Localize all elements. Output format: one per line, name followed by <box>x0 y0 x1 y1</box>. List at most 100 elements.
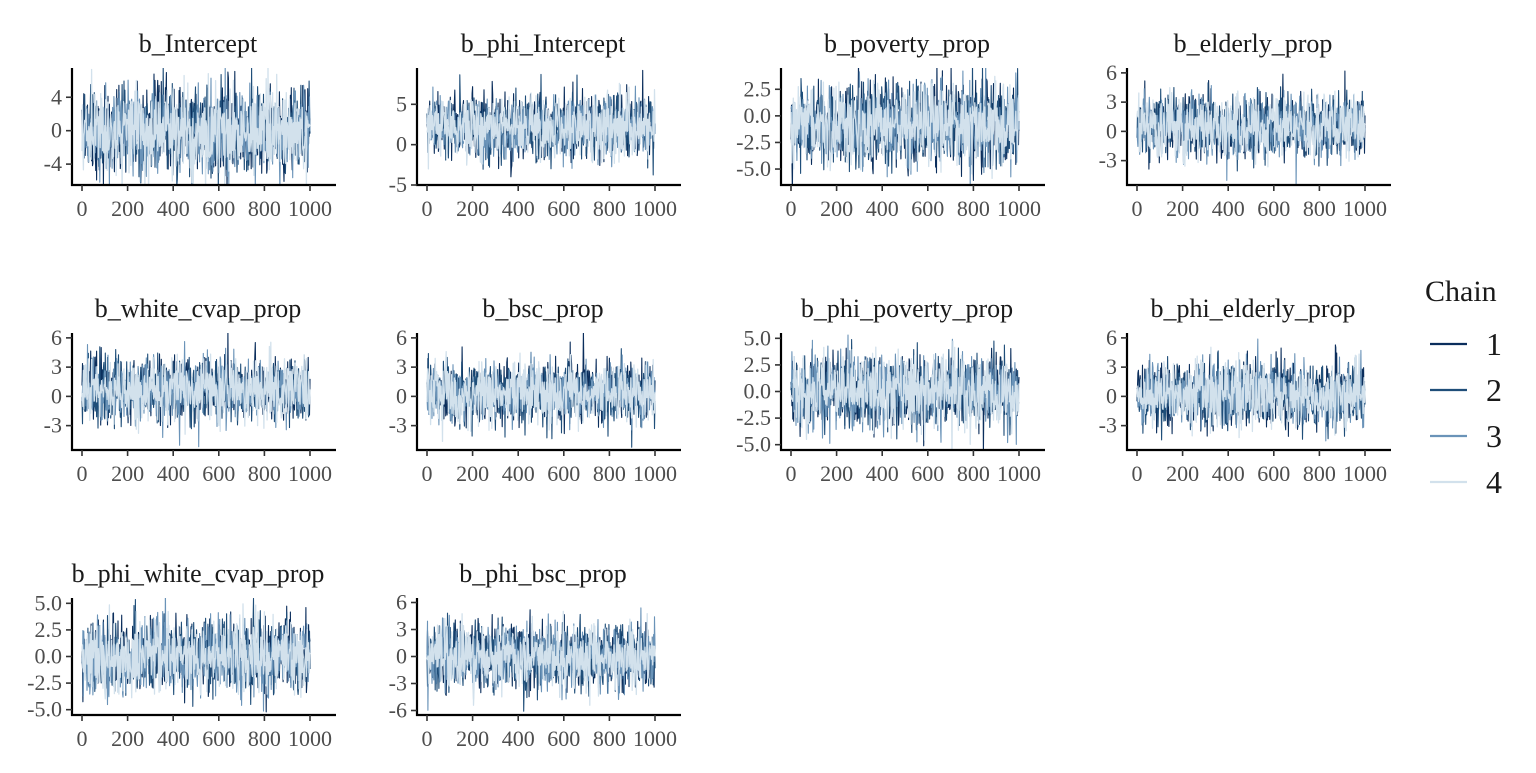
x-tick-label: 400 <box>502 196 535 221</box>
x-tick-label: 800 <box>248 726 281 751</box>
x-tick-label: 1000 <box>997 196 1041 221</box>
trace-panel-b-phi-white-cvap-prop: -5.0-2.50.02.55.0 0 200 400 600 800 1000 b_phi_… <box>27 559 336 751</box>
x-tick-label: 800 <box>1303 196 1336 221</box>
x-tick-label: 0 <box>77 726 88 751</box>
x-tick-label: 400 <box>502 726 535 751</box>
trace-panel-b-phi-elderly-prop: -3 0 3 6 0 200 400 600 800 1000 b_phi_elderly_prop <box>1099 294 1391 486</box>
x-tick-label: 0 <box>786 196 797 221</box>
y-tick-label: 0 <box>51 383 62 408</box>
x-tick-label: 400 <box>866 196 899 221</box>
y-tick-label: 0 <box>396 383 407 408</box>
y-tick-label: -3 <box>1099 413 1117 438</box>
x-tick-label: 600 <box>911 196 944 221</box>
y-tick-label: 0 <box>51 118 62 143</box>
panel-title: b_phi_bsc_prop <box>459 559 627 588</box>
trace-lines <box>426 69 656 178</box>
x-tick-label: 200 <box>456 726 489 751</box>
panel-title: b_Intercept <box>139 29 258 58</box>
trace-lines <box>426 607 656 712</box>
y-tick-label: 2.5 <box>35 617 63 642</box>
x-tick-label: 0 <box>77 196 88 221</box>
x-tick-label: 200 <box>111 196 144 221</box>
y-tick-label: 0.0 <box>744 379 772 404</box>
legend-label-chain-4: 4 <box>1486 464 1502 500</box>
trace-chain-4 <box>81 341 311 435</box>
x-tick-label: 800 <box>248 461 281 486</box>
x-tick-label: 400 <box>157 726 190 751</box>
y-tick-label: -5.0 <box>736 432 771 457</box>
panel-title: b_phi_white_cvap_prop <box>72 559 325 588</box>
trace-chain-4 <box>81 603 311 700</box>
trace-lines <box>790 68 1020 185</box>
trace-lines <box>790 334 1020 450</box>
x-tick-label: 0 <box>422 726 433 751</box>
x-tick-label: 400 <box>157 461 190 486</box>
y-tick-label: 0 <box>1106 118 1117 143</box>
y-tick-label: 4 <box>51 84 62 109</box>
x-tick-label: 800 <box>248 196 281 221</box>
y-tick-label: 0 <box>1106 383 1117 408</box>
y-tick-label: 6 <box>396 325 407 350</box>
trace-panel-b-phi-poverty-prop: -5.0-2.50.02.55.0 0 200 400 600 800 1000 b_phi_… <box>736 294 1045 486</box>
x-tick-label: 800 <box>957 461 990 486</box>
y-tick-label: 6 <box>396 590 407 615</box>
y-tick-label: 3 <box>1106 89 1117 114</box>
x-tick-label: 800 <box>593 726 626 751</box>
y-tick-label: 6 <box>51 325 62 350</box>
trace-lines <box>81 333 311 448</box>
x-tick-label: 0 <box>77 461 88 486</box>
x-tick-label: 0 <box>1132 196 1143 221</box>
legend: Chain 1 2 3 4 <box>1425 275 1502 500</box>
trace-chain-3 <box>426 352 656 431</box>
x-tick-label: 600 <box>547 196 580 221</box>
y-tick-label: 3 <box>396 617 407 642</box>
trace-chain-4 <box>426 82 656 170</box>
y-tick-label: 0 <box>396 132 407 157</box>
trace-lines <box>81 68 311 185</box>
trace-chain-4 <box>81 68 311 185</box>
trace-panel-b-Intercept: -4 0 4 0 200 400 600 800 1000 b_Intercept <box>44 29 336 221</box>
y-tick-label: 3 <box>1106 354 1117 379</box>
x-tick-label: 600 <box>202 461 235 486</box>
trace-chain-4 <box>426 610 656 706</box>
trace-panel-b-elderly-prop: -3 0 3 6 0 200 400 600 800 1000 b_elderly_prop <box>1099 29 1391 221</box>
x-tick-label: 600 <box>547 726 580 751</box>
x-tick-label: 1000 <box>633 196 677 221</box>
y-tick-label: -5 <box>389 172 407 197</box>
trace-chain-4 <box>790 75 1020 180</box>
y-tick-label: -4 <box>44 151 62 176</box>
legend-label-chain-3: 3 <box>1486 418 1502 454</box>
x-tick-label: 600 <box>1257 461 1290 486</box>
x-tick-label: 800 <box>593 196 626 221</box>
y-tick-label: 6 <box>1106 325 1117 350</box>
y-tick-label: 5.0 <box>744 325 772 350</box>
x-tick-label: 400 <box>1212 196 1245 221</box>
x-tick-label: 400 <box>1212 461 1245 486</box>
x-tick-label: 800 <box>1303 461 1336 486</box>
y-tick-label: 3 <box>396 354 407 379</box>
x-tick-label: 200 <box>456 461 489 486</box>
panel-title: b_poverty_prop <box>824 29 990 58</box>
y-tick-label: -3 <box>389 671 407 696</box>
x-tick-label: 800 <box>957 196 990 221</box>
y-tick-label: -3 <box>389 413 407 438</box>
y-tick-label: -2.5 <box>27 670 62 695</box>
x-tick-label: 600 <box>547 461 580 486</box>
x-tick-label: 1000 <box>288 726 332 751</box>
y-tick-label: 2.5 <box>744 76 772 101</box>
x-tick-label: 200 <box>820 461 853 486</box>
x-tick-label: 1000 <box>633 461 677 486</box>
trace-panel-b-bsc-prop: -3 0 3 6 0 200 400 600 800 1000 b_bsc_prop <box>389 294 681 486</box>
panel-title: b_phi_poverty_prop <box>801 294 1013 323</box>
x-tick-label: 1000 <box>1343 461 1387 486</box>
y-tick-label: -2.5 <box>736 405 771 430</box>
trace-chain-4 <box>1136 346 1366 439</box>
x-tick-label: 1000 <box>1343 196 1387 221</box>
x-tick-label: 200 <box>1166 196 1199 221</box>
x-tick-label: 400 <box>502 461 535 486</box>
x-tick-label: 0 <box>422 461 433 486</box>
x-tick-label: 600 <box>1257 196 1290 221</box>
trace-chain-4 <box>426 350 656 443</box>
x-tick-label: 600 <box>911 461 944 486</box>
